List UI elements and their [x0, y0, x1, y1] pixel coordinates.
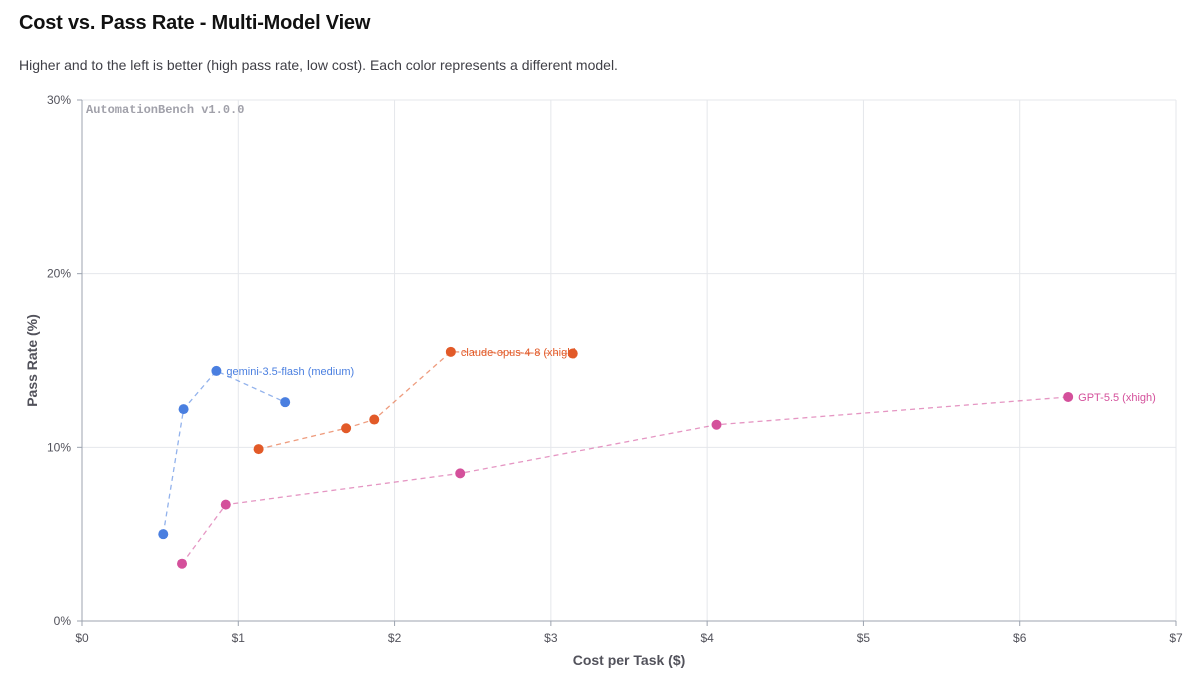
series-label: GPT-5.5 (xhigh)	[1078, 392, 1156, 404]
x-tick-label: $6	[1013, 631, 1027, 645]
data-point[interactable]	[253, 444, 264, 455]
data-point[interactable]	[177, 558, 188, 569]
series-layer: gemini-3.5-flash (medium) claude-opus-4-8…	[158, 346, 1156, 569]
data-point[interactable]	[220, 499, 231, 510]
page-title: Cost vs. Pass Rate - Multi-Model View	[19, 12, 371, 34]
grid	[81, 99, 1177, 622]
x-tick-label: $7	[1169, 631, 1183, 645]
x-tick-label: $5	[857, 631, 871, 645]
series-2: GPT-5.5 (xhigh)	[177, 391, 1156, 569]
series-1: claude-opus-4-8 (xhigh)	[253, 346, 578, 455]
y-axis-title: Pass Rate (%)	[24, 314, 40, 407]
data-point[interactable]	[178, 404, 189, 415]
data-point[interactable]	[1063, 391, 1074, 402]
series-line	[181, 396, 1069, 565]
x-axis-title: Cost per Task ($)	[573, 652, 686, 668]
chart-watermark: AutomationBench v1.0.0	[86, 103, 244, 117]
data-point[interactable]	[158, 529, 169, 540]
x-tick-label: $2	[388, 631, 402, 645]
y-tick-label: 0%	[54, 614, 72, 628]
y-tick-label: 20%	[47, 267, 71, 281]
data-point[interactable]	[280, 397, 291, 408]
data-point[interactable]	[445, 346, 456, 357]
y-tick-label: 10%	[47, 440, 71, 454]
data-point[interactable]	[711, 419, 722, 430]
data-point[interactable]	[341, 423, 352, 434]
x-tick-label: $1	[232, 631, 246, 645]
x-tick-label: $3	[544, 631, 558, 645]
data-point[interactable]	[567, 348, 578, 359]
series-0: gemini-3.5-flash (medium)	[158, 365, 354, 540]
data-point[interactable]	[369, 414, 380, 425]
axes: $0 $1 $2 $3 $4 $5 $6 $7 0% 10% 20% 30%	[47, 93, 1183, 645]
y-tick-label: 30%	[47, 93, 71, 107]
series-line	[162, 370, 286, 535]
data-point[interactable]	[455, 468, 466, 479]
data-point[interactable]	[211, 365, 222, 376]
x-tick-label: $0	[75, 631, 89, 645]
page-subtitle: Higher and to the left is better (high p…	[19, 57, 618, 73]
x-tick-label: $4	[700, 631, 714, 645]
series-label: claude-opus-4-8 (xhigh)	[461, 347, 577, 359]
series-label: gemini-3.5-flash (medium)	[226, 366, 354, 378]
